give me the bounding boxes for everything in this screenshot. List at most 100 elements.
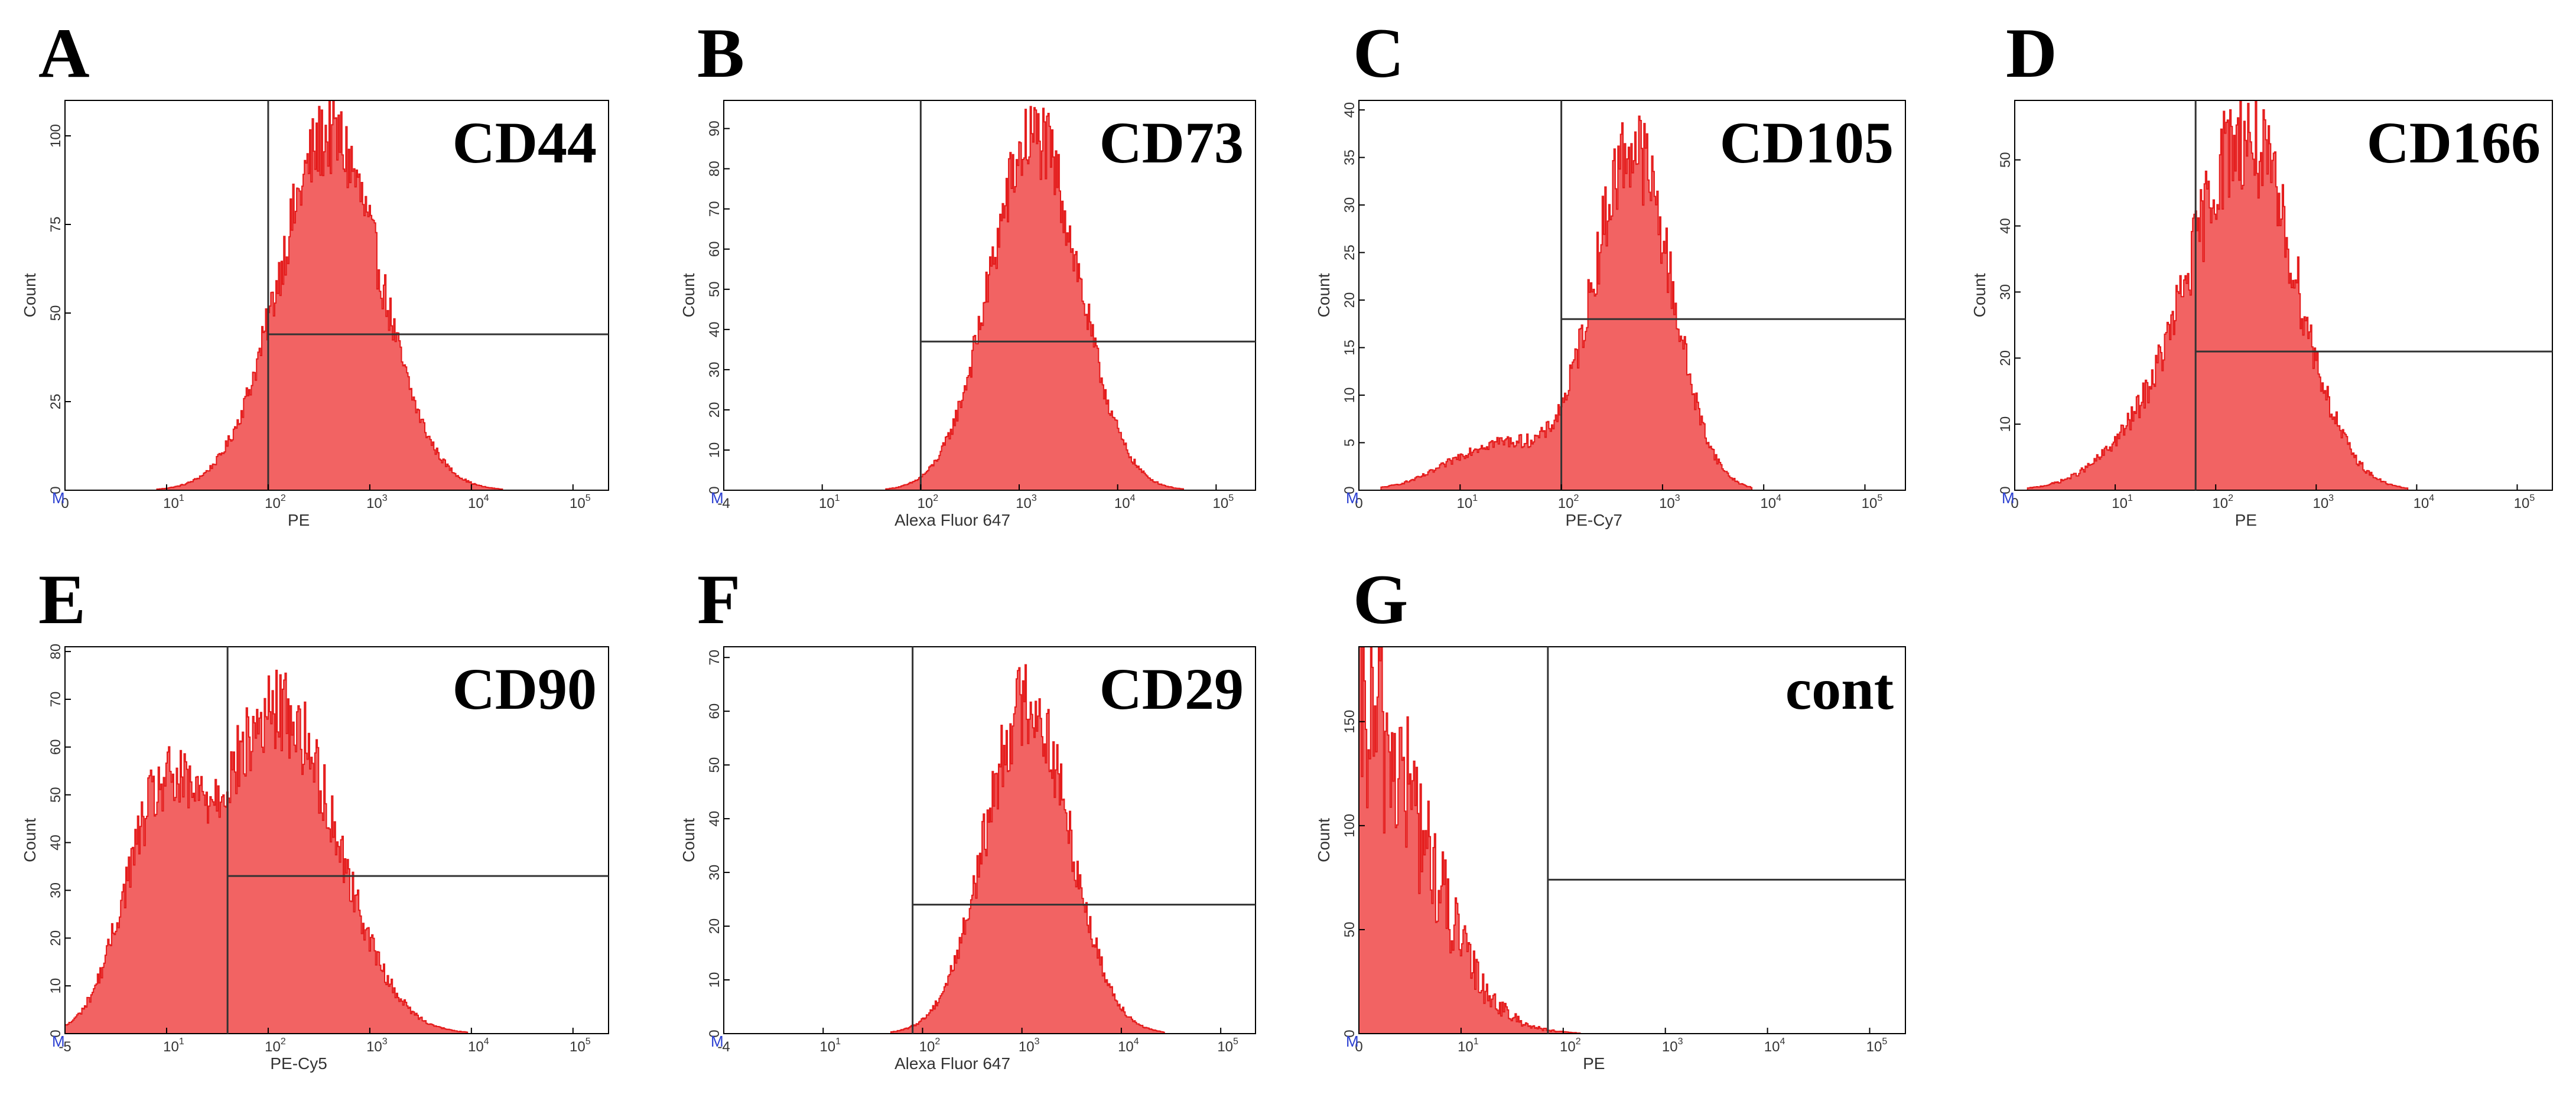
marker-m-label: M xyxy=(711,1032,724,1050)
y-axis-title: Count xyxy=(679,818,698,862)
y-tick-label: 30 xyxy=(707,865,723,881)
y-tick-label: 5 xyxy=(1342,439,1358,447)
x-tick-label: 101 xyxy=(1456,493,1478,511)
marker-name: CD73 xyxy=(1100,110,1244,175)
x-tick-label: 104 xyxy=(468,1037,489,1055)
y-tick-label: 40 xyxy=(48,835,64,851)
y-tick-label: 25 xyxy=(1342,245,1358,260)
y-tick-label: 70 xyxy=(707,650,723,666)
panel-d: D CD166 0 10 20 30 40 50 0 101 102 103 104 105 M PE Coun… xyxy=(1970,14,2553,529)
y-tick-label: 10 xyxy=(1998,416,2014,432)
y-tick-label: 40 xyxy=(707,321,723,337)
y-tick-label: 30 xyxy=(48,882,64,898)
x-tick-label: 104 xyxy=(468,493,489,511)
x-tick-label: 101 xyxy=(1458,1037,1479,1055)
marker-name: CD29 xyxy=(1100,656,1244,722)
y-axis-title: Count xyxy=(21,273,39,317)
x-tick-label: 0 xyxy=(61,496,69,511)
y-tick-label: 50 xyxy=(1342,922,1358,938)
x-tick-label: 101 xyxy=(163,493,184,511)
x-axis-title: PE xyxy=(1583,1054,1605,1073)
panel-letter: B xyxy=(697,14,744,92)
x-tick-label: 103 xyxy=(1662,1037,1683,1055)
x-axis-title: PE xyxy=(2235,511,2257,529)
marker-name: CD44 xyxy=(453,110,597,175)
y-tick-label: 50 xyxy=(707,281,723,297)
panel-letter: A xyxy=(38,14,90,92)
y-tick-label: 30 xyxy=(1342,197,1358,213)
panel-letter: F xyxy=(697,560,740,638)
x-tick-label: 102 xyxy=(265,493,286,511)
x-tick-label: 102 xyxy=(1560,1037,1581,1055)
y-tick-label: 0 xyxy=(1998,486,2014,494)
y-tick-label: 90 xyxy=(707,120,723,136)
y-tick-label: 0 xyxy=(1342,486,1358,494)
x-tick-label: 105 xyxy=(570,1037,591,1055)
x-tick-label: 104 xyxy=(1118,1037,1139,1055)
y-tick-label: 0 xyxy=(1342,1029,1358,1037)
y-tick-label: 40 xyxy=(1342,102,1358,118)
y-tick-label: 150 xyxy=(1342,710,1358,734)
marker-name: CD105 xyxy=(1720,110,1894,175)
plot-frame xyxy=(64,100,609,491)
x-tick-label: -4 xyxy=(717,496,730,511)
y-tick-label: 100 xyxy=(1342,814,1358,838)
plot-frame xyxy=(64,646,609,1034)
y-tick-label: 10 xyxy=(1342,387,1358,403)
marker-m-label: M xyxy=(2002,489,2015,507)
marker-m-label: M xyxy=(1346,489,1359,507)
x-tick-label: 105 xyxy=(1217,1037,1238,1055)
x-tick-label: 104 xyxy=(2414,493,2435,511)
y-tick-label: 35 xyxy=(1342,149,1358,165)
x-tick-label: 0 xyxy=(1355,1039,1362,1055)
marker-m-label: M xyxy=(711,489,724,507)
y-axis-title: Count xyxy=(679,273,698,317)
histogram-fill xyxy=(724,664,1256,1034)
y-tick-label: 50 xyxy=(48,305,64,321)
panel-a: A CD44 0 25 50 75 100 0 101 102 103 104 105 M PE Count xyxy=(21,14,609,529)
x-tick-label: 104 xyxy=(1114,493,1136,511)
x-tick-label: 103 xyxy=(366,493,388,511)
x-tick-label: 104 xyxy=(1764,1037,1785,1055)
marker-m-label: M xyxy=(52,489,65,507)
x-tick-label: 0 xyxy=(1355,496,1362,511)
y-tick-label: 20 xyxy=(1342,292,1358,308)
y-tick-label: 40 xyxy=(1998,218,2014,234)
panel-e: E CD90 0 10 20 30 40 50 60 70 80 -5 101 102 103 104 105 M… xyxy=(21,560,609,1073)
x-tick-label: 0 xyxy=(2011,496,2018,511)
x-tick-label: 102 xyxy=(265,1037,286,1055)
y-tick-label: 75 xyxy=(48,217,64,233)
histogram-outline xyxy=(2015,100,2552,491)
y-tick-label: 80 xyxy=(48,644,64,660)
y-tick-label: 10 xyxy=(48,978,64,994)
x-tick-label: 102 xyxy=(918,493,939,511)
y-axis-title: Count xyxy=(21,818,39,862)
y-tick-label: 15 xyxy=(1342,340,1358,356)
y-tick-label: 10 xyxy=(707,442,723,458)
marker-m-label: M xyxy=(1346,1032,1359,1050)
panel-letter: D xyxy=(2006,14,2057,92)
x-tick-label: 103 xyxy=(366,1037,388,1055)
panel-letter: C xyxy=(1353,14,1404,92)
x-tick-label: -5 xyxy=(58,1039,71,1055)
x-tick-label: 103 xyxy=(1659,493,1680,511)
histogram-fill xyxy=(1359,116,1905,491)
plot-frame xyxy=(723,646,1256,1034)
x-tick-label: 103 xyxy=(1016,493,1037,511)
panel-letter: G xyxy=(1353,560,1408,638)
y-tick-label: 50 xyxy=(1998,152,2014,168)
x-tick-label: 101 xyxy=(2112,493,2133,511)
y-axis-title: Count xyxy=(1315,273,1333,317)
marker-name: CD166 xyxy=(2367,110,2541,175)
x-axis-title: PE xyxy=(288,511,310,529)
x-tick-label: -4 xyxy=(717,1039,730,1055)
y-tick-label: 40 xyxy=(707,811,723,827)
x-tick-label: 103 xyxy=(1019,1037,1040,1055)
x-tick-label: 105 xyxy=(1213,493,1234,511)
y-tick-label: 0 xyxy=(48,486,64,494)
histogram-fill xyxy=(65,100,609,490)
y-axis-title: Count xyxy=(1970,273,1989,317)
y-tick-label: 60 xyxy=(707,241,723,257)
